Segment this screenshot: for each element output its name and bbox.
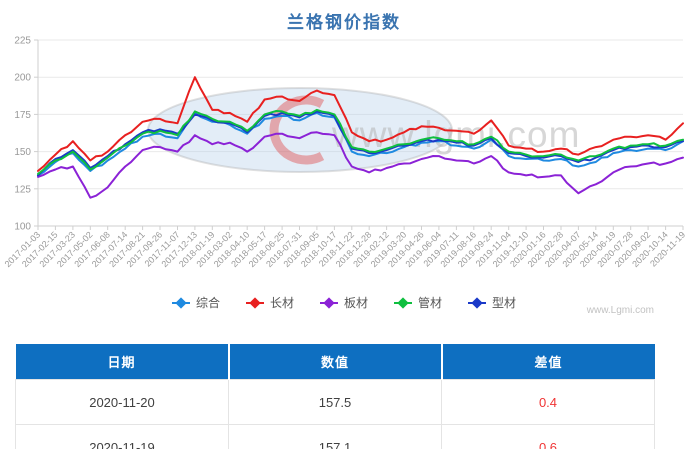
table-row: 2020-11-20 157.5 0.4 — [15, 379, 655, 425]
y-tick-label: 150 — [14, 147, 31, 158]
y-tick-label: 200 — [14, 73, 31, 84]
column-header: 日期 — [15, 344, 230, 380]
price-index-chart: 225200175150125100www.lgmi.com2017-01-03… — [3, 36, 688, 270]
site-url-text: www.Lgmi.com — [586, 305, 654, 316]
legend-label: 型材 — [492, 296, 517, 310]
column-header: 数值 — [228, 344, 443, 380]
legend-label: 综合 — [195, 296, 220, 310]
y-tick-label: 175 — [14, 110, 31, 121]
y-tick-label: 225 — [14, 36, 31, 47]
legend-marker-icon — [171, 296, 190, 309]
legend-marker-icon — [394, 296, 412, 309]
value-cell: 157.5 — [228, 379, 442, 425]
date-cell: 2020-11-19 — [15, 424, 229, 449]
table-row: 2020-11-19 157.1 0.6 — [15, 424, 655, 449]
series-长材 — [37, 76, 684, 172]
diamond-icon — [323, 296, 335, 309]
legend-label: 管材 — [418, 296, 443, 310]
series-板材 — [37, 131, 684, 199]
logo-watermark-mark — [269, 95, 325, 165]
chart-legend: 综合 长材 板材 管材 型材 — [0, 294, 688, 311]
series-综合 — [37, 111, 684, 177]
value-cell: 157.1 — [228, 424, 442, 449]
chart-title: 兰格钢价指数 — [287, 13, 401, 32]
legend-item-型材[interactable]: 型材 — [468, 294, 516, 311]
legend-item-长材[interactable]: 长材 — [245, 294, 294, 311]
y-tick-label: 100 — [14, 222, 31, 233]
legend-label: 板材 — [343, 296, 368, 310]
diamond-icon — [249, 296, 261, 309]
large-watermark-text: www.lgmi.com — [331, 114, 580, 155]
diamond-icon — [471, 296, 483, 309]
diamond-icon — [397, 296, 409, 309]
series-型材 — [37, 110, 684, 177]
date-cell: 2020-11-20 — [15, 379, 229, 425]
table-header: 日期 数值 差值 — [15, 344, 655, 380]
legend-item-综合[interactable]: 综合 — [171, 294, 220, 311]
index-table: 日期 数值 差值 2020-11-20 157.5 0.4 2020-11-19 157.1… — [15, 344, 655, 449]
diamond-icon — [175, 296, 187, 309]
series-管材 — [37, 108, 684, 175]
table-body: 2020-11-20 157.5 0.4 2020-11-19 157.1 0.6 — [15, 379, 655, 449]
y-tick-label: 125 — [14, 184, 31, 195]
legend-item-管材[interactable]: 管材 — [394, 294, 442, 311]
legend-item-板材[interactable]: 板材 — [319, 294, 368, 311]
legend-marker-icon — [468, 296, 487, 309]
diff-cell: 0.4 — [441, 379, 655, 425]
diff-cell: 0.6 — [441, 424, 655, 449]
legend-marker-icon — [245, 296, 264, 309]
legend-label: 长材 — [269, 296, 294, 310]
column-header: 差值 — [441, 344, 655, 380]
legend-marker-icon — [319, 296, 338, 309]
